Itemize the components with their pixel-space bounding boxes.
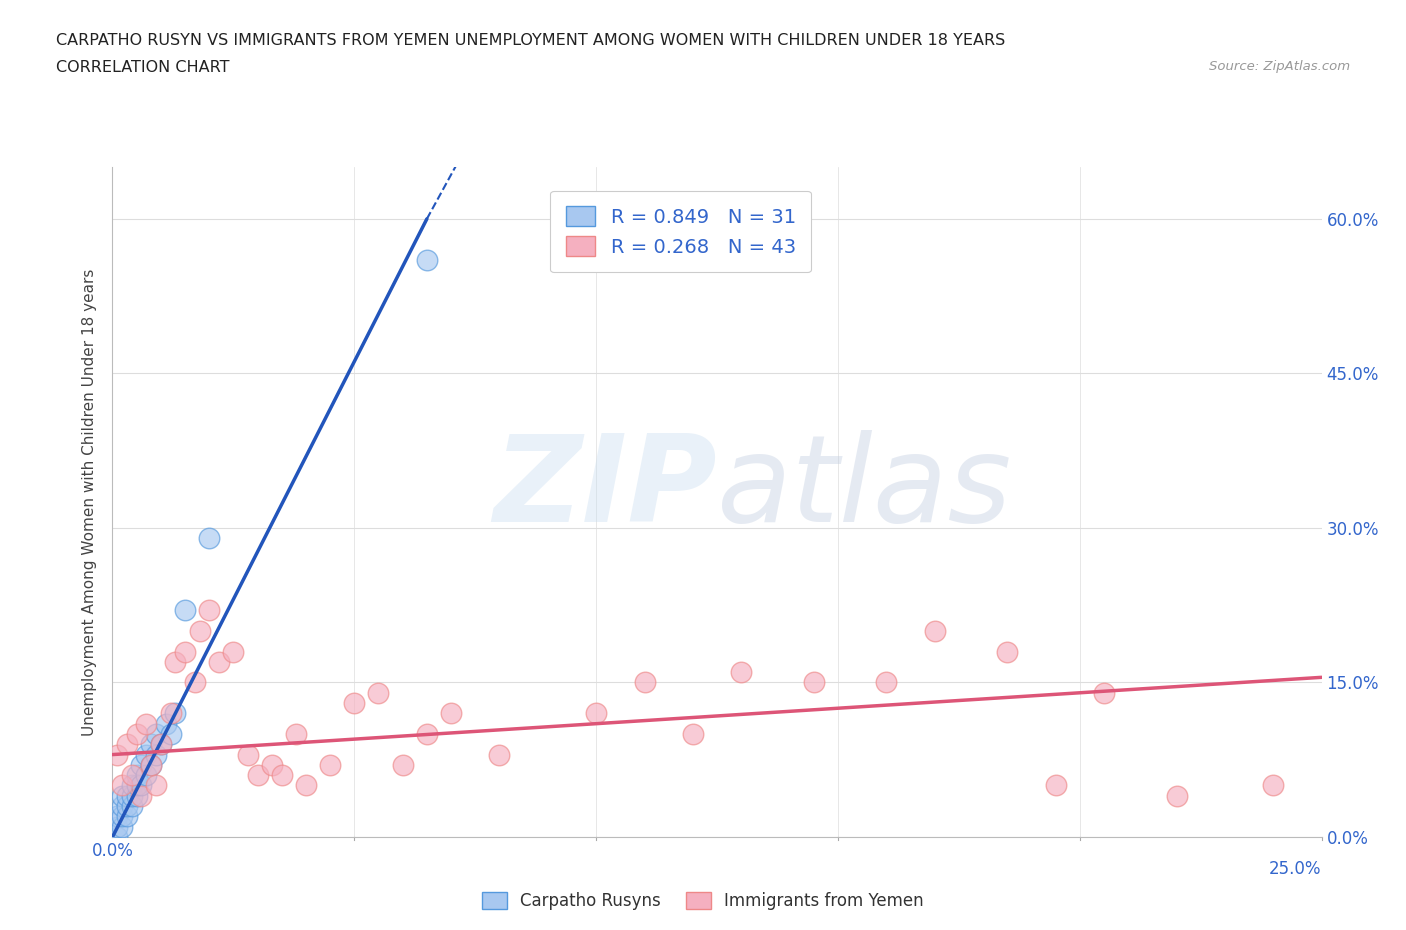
Point [141,757,163,772]
Point [105,819,128,834]
Point [105,747,128,762]
Point [682,726,704,741]
Point [145,726,167,741]
Point [125,768,148,783]
Y-axis label: Unemployment Among Women with Children Under 18 years: Unemployment Among Women with Children U… [82,269,97,736]
Point [159,726,181,741]
Point [149,737,172,751]
Text: CARPATHO RUSYN VS IMMIGRANTS FROM YEMEN UNEMPLOYMENT AMONG WOMEN WITH CHILDREN U: CARPATHO RUSYN VS IMMIGRANTS FROM YEMEN … [56,33,1005,47]
Point [875,675,897,690]
Point [924,623,946,638]
Point [270,768,292,783]
Text: ZIP: ZIP [494,431,717,548]
Point [141,757,163,772]
Point [115,809,138,824]
Point [183,675,205,690]
Point [125,726,148,741]
Point [131,778,153,793]
Point [145,778,167,793]
Point [131,789,153,804]
Point [135,768,157,783]
Point [1045,778,1067,793]
Point [105,809,128,824]
Text: 25.0%: 25.0% [1270,860,1322,878]
Point [440,706,463,721]
Point [135,747,157,762]
Point [488,747,510,762]
Point [111,809,134,824]
Point [174,603,197,618]
Point [135,716,157,731]
Point [111,799,134,814]
Point [416,726,439,741]
Point [115,799,138,814]
Text: atlas: atlas [717,431,1012,548]
Point [585,706,607,721]
Point [121,768,143,783]
Point [115,737,138,751]
Point [105,830,128,844]
Point [198,531,221,546]
Point [222,644,245,659]
Point [262,757,284,772]
Point [111,778,134,793]
Point [285,726,308,741]
Point [1166,789,1188,804]
Point [198,603,221,618]
Point [391,757,413,772]
Point [121,778,143,793]
Point [367,685,389,700]
Point [343,696,366,711]
Point [208,655,231,670]
Point [145,747,167,762]
Point [236,747,259,762]
Legend: Carpatho Rusyns, Immigrants from Yemen: Carpatho Rusyns, Immigrants from Yemen [475,885,931,917]
Point [149,737,172,751]
Point [416,253,439,268]
Point [115,789,138,804]
Point [165,655,187,670]
Point [295,778,318,793]
Text: CORRELATION CHART: CORRELATION CHART [56,60,229,75]
Point [111,819,134,834]
Point [730,665,752,680]
Point [111,789,134,804]
Point [121,789,143,804]
Point [803,675,825,690]
Point [165,706,187,721]
Point [131,757,153,772]
Point [1263,778,1285,793]
Point [159,706,181,721]
Point [125,789,148,804]
Text: Source: ZipAtlas.com: Source: ZipAtlas.com [1209,60,1350,73]
Point [121,799,143,814]
Point [141,737,163,751]
Point [246,768,269,783]
Point [633,675,655,690]
Point [188,623,211,638]
Legend: R = 0.849   N = 31, R = 0.268   N = 43: R = 0.849 N = 31, R = 0.268 N = 43 [550,191,811,272]
Point [995,644,1018,659]
Point [174,644,197,659]
Point [1092,685,1115,700]
Point [155,716,177,731]
Point [319,757,342,772]
Point [125,778,148,793]
